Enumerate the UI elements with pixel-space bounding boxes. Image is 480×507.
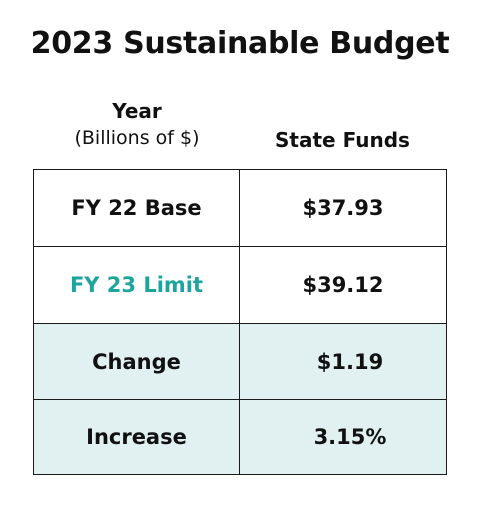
state-funds-column-header: State Funds xyxy=(240,127,445,154)
row-value-cell: 3.15% xyxy=(239,399,447,475)
year-header-unit: (Billions of $) xyxy=(74,127,200,149)
year-header-label: Year xyxy=(112,99,162,123)
budget-table: FY 22 Base $37.93 FY 23 Limit $39.12 Cha… xyxy=(33,169,447,475)
state-funds-header-label: State Funds xyxy=(275,128,410,152)
table-row-change: Change $1.19 xyxy=(33,323,447,400)
row-label-cell: FY 23 Limit xyxy=(33,246,240,324)
row-label-cell: Increase xyxy=(33,399,240,475)
chart-title: 2023 Sustainable Budget xyxy=(30,26,450,61)
year-column-header: Year (Billions of $) xyxy=(34,98,240,152)
table-row-increase: Increase 3.15% xyxy=(33,399,447,475)
table-row-fy22-base: FY 22 Base $37.93 xyxy=(33,169,447,247)
row-value-cell: $37.93 xyxy=(239,169,447,247)
row-label-cell: FY 22 Base xyxy=(33,169,240,247)
row-value-cell: $39.12 xyxy=(239,246,447,324)
row-label-cell: Change xyxy=(33,323,240,400)
table-row-fy23-limit: FY 23 Limit $39.12 xyxy=(33,246,447,324)
row-value-cell: $1.19 xyxy=(239,323,447,400)
